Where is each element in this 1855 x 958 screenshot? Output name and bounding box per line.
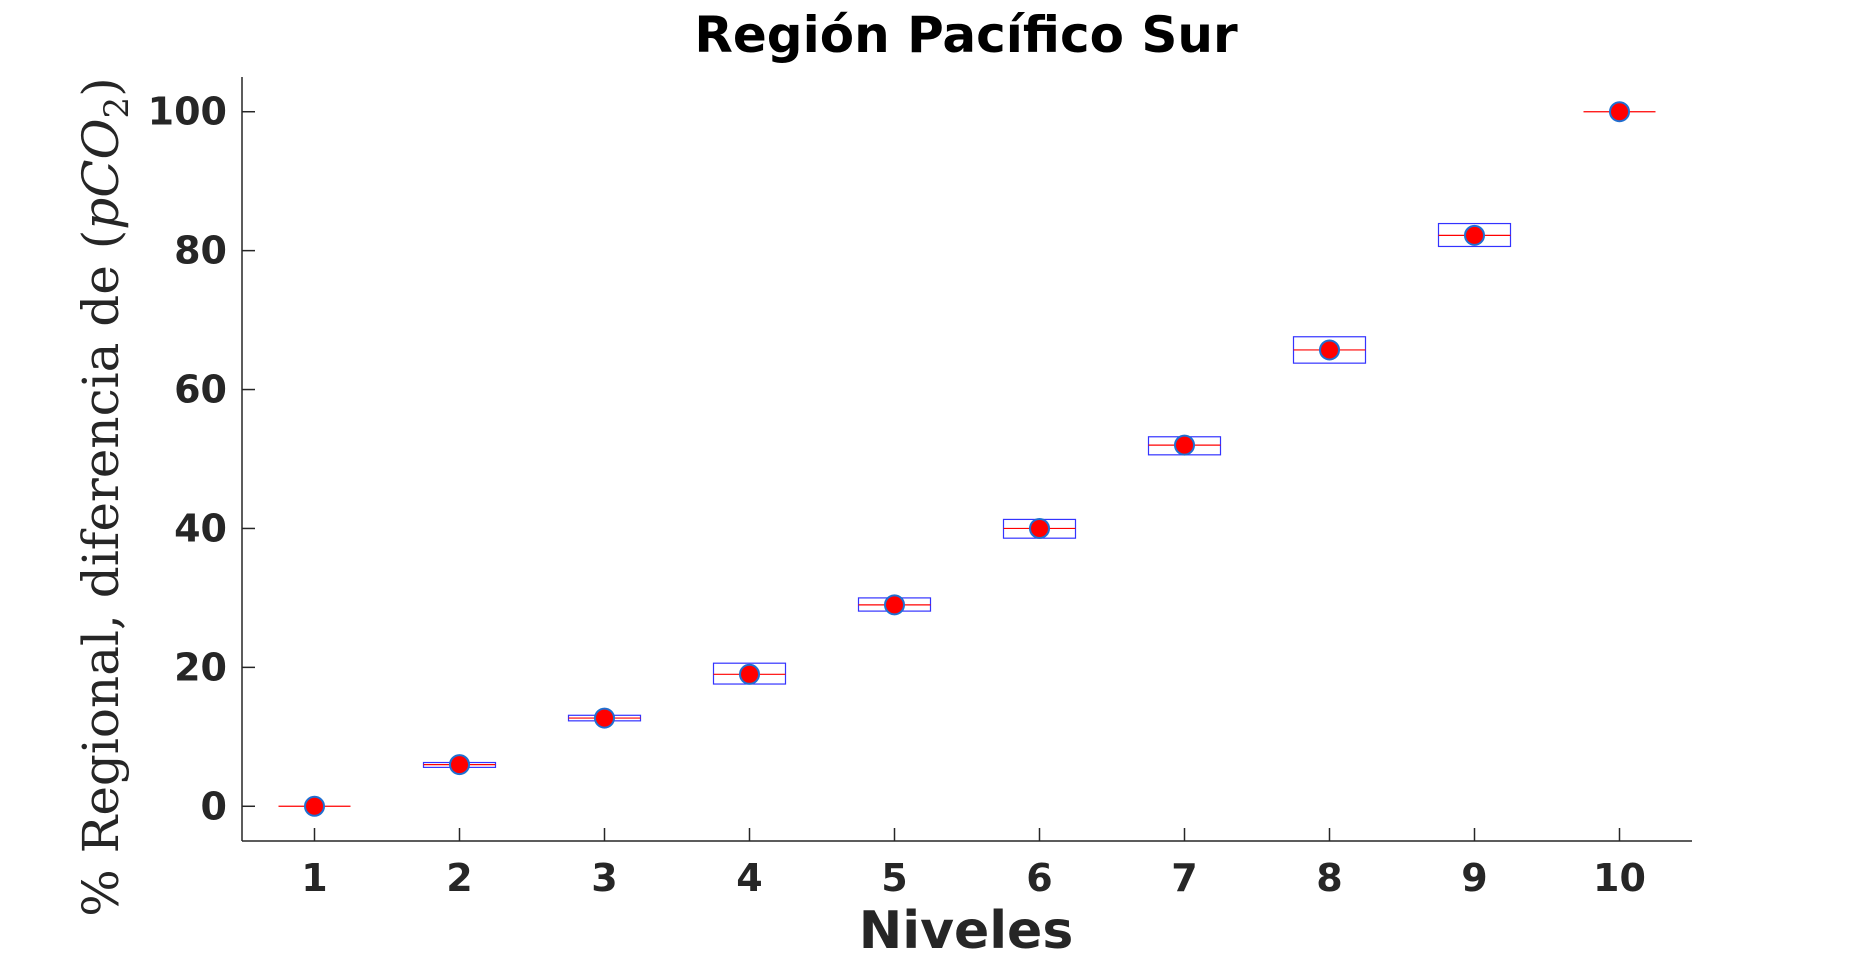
x-tick-label: 8: [1316, 856, 1342, 900]
box-level-8: [1292, 336, 1367, 364]
mean-marker: [1029, 517, 1050, 539]
mean-marker: [884, 594, 905, 616]
box-level-1: [278, 795, 351, 817]
mean-marker: [1319, 339, 1340, 361]
axes: [241, 77, 1692, 842]
mean-marker: [304, 795, 325, 817]
box-level-4: [712, 662, 787, 685]
box-series: [278, 101, 1656, 817]
mean-marker: [739, 663, 760, 685]
mean-marker: [1464, 224, 1485, 246]
chart-title: Región Pacífico Sur: [694, 6, 1238, 64]
mean-marker: [1174, 434, 1195, 456]
mean-marker: [594, 707, 615, 729]
mean-marker: [1609, 101, 1630, 123]
x-tick-label: 4: [736, 856, 762, 900]
y-axis-label: % Regional, diferencia de (pCO2): [72, 77, 137, 916]
y-tick-label: 60: [174, 368, 227, 412]
y-tick-label: 100: [148, 90, 227, 134]
box-level-9: [1437, 222, 1512, 248]
y-tick-label: 40: [174, 506, 227, 550]
y-tick-label: 80: [174, 229, 227, 273]
x-tick-label: 9: [1461, 856, 1487, 900]
box-level-6: [1002, 517, 1077, 539]
x-tick-label: 7: [1171, 856, 1197, 900]
mean-marker: [449, 754, 470, 776]
x-tick-label: 1: [301, 856, 327, 900]
x-tick-label: 5: [881, 856, 907, 900]
x-tick-label: 10: [1593, 856, 1646, 900]
y-axis-label-suffix: ): [72, 77, 130, 97]
box-level-10: [1583, 101, 1656, 123]
x-tick-label: 3: [591, 856, 617, 900]
x-axis-label: Niveles: [859, 901, 1074, 958]
x-ticks: 1 2 3 4 5 6 7 8 9 10: [301, 828, 1646, 900]
x-tick-label: 6: [1026, 856, 1052, 900]
box-level-2: [422, 754, 497, 776]
y-tick-label: 20: [174, 645, 227, 689]
box-level-3: [567, 707, 642, 729]
y-tick-label: 0: [201, 784, 227, 828]
box-level-7: [1147, 434, 1222, 456]
y-axis-label-variable: pCO: [72, 118, 130, 229]
x-tick-label: 2: [446, 856, 472, 900]
y-ticks: 0 20 40 60 80 100: [148, 90, 255, 828]
box-level-5: [857, 594, 932, 616]
y-axis-label-subscript: 2: [97, 97, 137, 119]
y-axis-label-prefix: % Regional, diferencia de (: [72, 230, 130, 917]
